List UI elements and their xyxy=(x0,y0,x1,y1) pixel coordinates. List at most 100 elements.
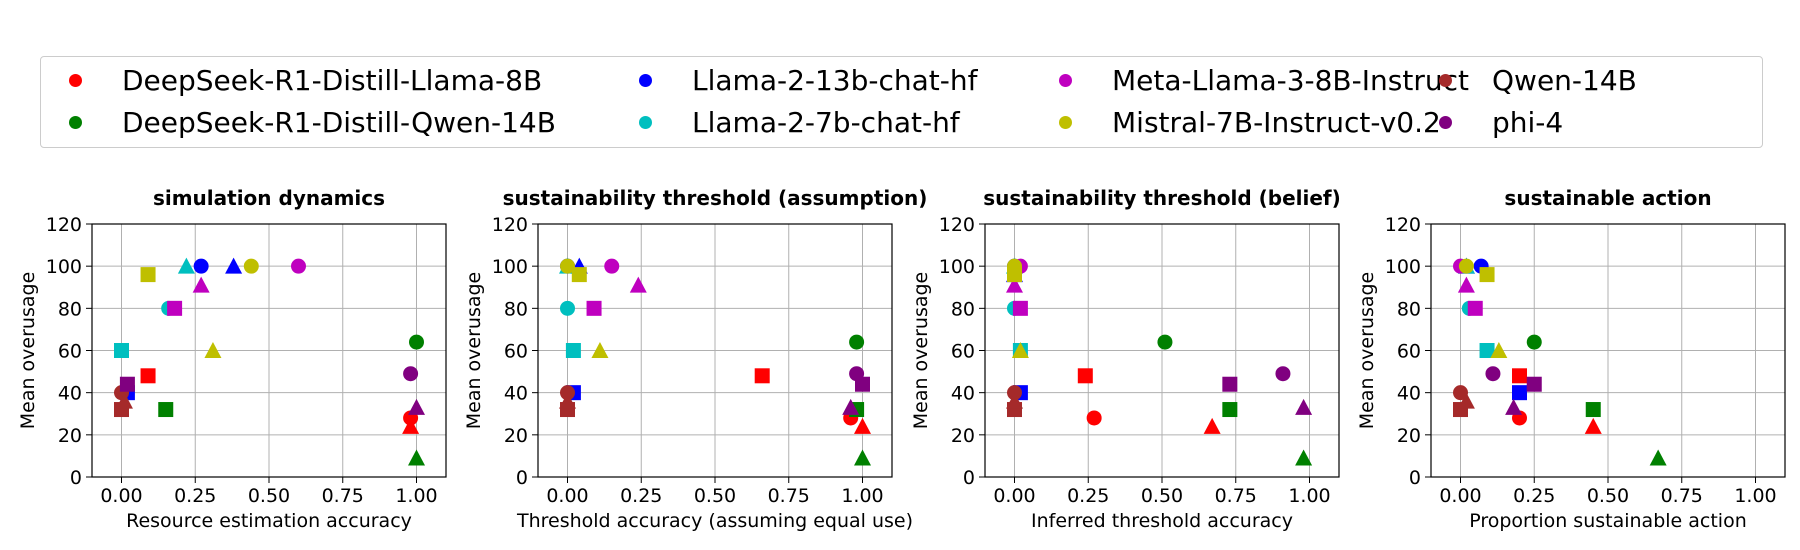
point-meta-llama-3-8b-instruct-triangle xyxy=(1457,276,1475,293)
point-mistral-7b-instruct-v0-2-square xyxy=(1479,267,1495,283)
legend-item-deepseek-r1-distill-qwen-14b: DeepSeek-R1-Distill-Qwen-14B xyxy=(69,102,556,142)
x-axis-label: Proportion sustainable action xyxy=(1469,510,1747,532)
point-deepseek-r1-distill-llama-8b-triangle xyxy=(402,417,420,434)
legend-label: DeepSeek-R1-Distill-Llama-8B xyxy=(122,63,543,97)
point-phi-4-square xyxy=(1222,376,1238,392)
legend-label: Meta-Llama-3-8B-Instruct xyxy=(1112,63,1469,97)
y-tick-label: 0 xyxy=(70,467,82,489)
y-tick-label: 20 xyxy=(1397,425,1421,447)
point-llama-2-7b-chat-hf-triangle xyxy=(177,257,195,274)
point-phi-4-square xyxy=(119,376,135,392)
x-tick-label: 0.00 xyxy=(1439,485,1481,507)
y-tick-label: 40 xyxy=(951,383,975,405)
y-tick-label: 20 xyxy=(504,425,528,447)
x-tick-label: 0.25 xyxy=(620,485,662,507)
point-meta-llama-3-8b-instruct-triangle xyxy=(1006,276,1023,293)
legend-marker xyxy=(1059,73,1072,87)
x-axis-label: Inferred threshold accuracy xyxy=(1031,510,1293,532)
point-deepseek-r1-distill-qwen-14b-square xyxy=(1585,402,1601,418)
y-tick-label: 40 xyxy=(1397,383,1421,405)
point-phi-4-circle xyxy=(1275,366,1291,382)
x-tick-label: 1.00 xyxy=(395,485,437,507)
point-deepseek-r1-distill-qwen-14b-triangle xyxy=(854,449,871,466)
x-tick-label: 0.50 xyxy=(248,485,290,507)
x-tick-label: 0.75 xyxy=(768,485,810,507)
x-tick-label: 0.75 xyxy=(1215,485,1257,507)
legend-marker xyxy=(1439,73,1452,87)
legend-label: phi-4 xyxy=(1492,105,1564,139)
point-deepseek-r1-distill-llama-8b-circle xyxy=(1086,410,1102,426)
y-axis-label: Mean overusage xyxy=(17,272,39,430)
y-tick-label: 0 xyxy=(963,467,975,489)
point-mistral-7b-instruct-v0-2-triangle xyxy=(591,342,609,358)
point-qwen-14b-triangle xyxy=(559,392,576,409)
point-meta-llama-3-8b-instruct-square xyxy=(1012,300,1028,316)
legend-item-meta-llama-3-8b-instruct: Meta-Llama-3-8B-Instruct xyxy=(1059,60,1469,100)
y-tick-label: 60 xyxy=(504,341,528,363)
legend-item-deepseek-r1-distill-llama-8b: DeepSeek-R1-Distill-Llama-8B xyxy=(69,60,542,100)
point-phi-4-triangle xyxy=(842,398,860,415)
point-meta-llama-3-8b-instruct-square xyxy=(1467,300,1483,316)
y-tick-label: 80 xyxy=(504,298,528,320)
point-mistral-7b-instruct-v0-2-triangle xyxy=(204,342,222,358)
legend-marker xyxy=(639,115,652,129)
x-tick-label: 1.00 xyxy=(841,485,883,507)
point-llama-2-7b-chat-hf-square xyxy=(565,343,581,358)
point-qwen-14b-triangle xyxy=(1457,392,1475,409)
legend-label: Llama-2-13b-chat-hf xyxy=(692,63,978,97)
legend-item-llama-2-7b-chat-hf: Llama-2-7b-chat-hf xyxy=(639,102,960,142)
chart-panel-sustainability-threshold-belief: 0.00 0.25 0.50 0.75 1.00 0 20 40 60 80 100 120 susta… xyxy=(910,186,1341,532)
y-tick-label: 20 xyxy=(951,425,975,447)
y-tick-label: 60 xyxy=(58,341,82,363)
x-tick-label: 0.00 xyxy=(546,485,588,507)
y-tick-label: 120 xyxy=(492,214,528,236)
point-phi-4-circle xyxy=(1485,366,1501,382)
point-meta-llama-3-8b-instruct-circle xyxy=(604,258,620,274)
y-tick-label: 100 xyxy=(1385,256,1421,278)
legend-marker xyxy=(69,73,82,87)
point-deepseek-r1-distill-qwen-14b-circle xyxy=(1526,334,1542,350)
point-llama-2-7b-chat-hf-square xyxy=(1479,343,1495,358)
y-tick-label: 0 xyxy=(516,467,528,489)
y-tick-label: 40 xyxy=(58,383,82,405)
point-deepseek-r1-distill-qwen-14b-square xyxy=(1222,402,1238,418)
point-phi-4-triangle xyxy=(1505,398,1523,415)
point-mistral-7b-instruct-v0-2-circle xyxy=(560,258,575,274)
point-mistral-7b-instruct-v0-2-triangle xyxy=(1490,342,1508,358)
y-tick-label: 100 xyxy=(492,256,528,278)
point-deepseek-r1-distill-qwen-14b-circle xyxy=(849,334,865,350)
point-phi-4-circle xyxy=(403,366,419,382)
point-phi-4-triangle xyxy=(1295,398,1313,415)
y-tick-label: 120 xyxy=(46,214,82,236)
x-tick-label: 0.50 xyxy=(1587,485,1629,507)
point-llama-2-13b-chat-hf-circle xyxy=(193,258,209,274)
point-deepseek-r1-distill-llama-8b-square xyxy=(140,368,156,384)
point-deepseek-r1-distill-llama-8b-triangle xyxy=(854,417,871,434)
point-llama-2-7b-chat-hf-circle xyxy=(560,300,575,316)
legend-label: Qwen-14B xyxy=(1492,63,1637,97)
legend-item-llama-2-13b-chat-hf: Llama-2-13b-chat-hf xyxy=(639,60,977,100)
point-deepseek-r1-distill-llama-8b-square xyxy=(754,368,770,384)
x-tick-label: 0.25 xyxy=(1067,485,1109,507)
point-deepseek-r1-distill-qwen-14b-triangle xyxy=(1649,449,1667,466)
legend-item-qwen-14b: Qwen-14B xyxy=(1439,60,1637,100)
chart-title: sustainability threshold (belief) xyxy=(983,186,1341,210)
y-tick-label: 60 xyxy=(951,341,975,363)
x-tick-label: 0.75 xyxy=(1661,485,1703,507)
point-meta-llama-3-8b-instruct-square xyxy=(167,300,183,316)
point-mistral-7b-instruct-v0-2-triangle xyxy=(1011,342,1029,358)
y-axis-label: Mean overusage xyxy=(910,272,932,430)
point-mistral-7b-instruct-v0-2-square xyxy=(1007,267,1022,283)
x-tick-label: 0.00 xyxy=(100,485,142,507)
y-tick-label: 100 xyxy=(939,256,975,278)
x-axis-label: Threshold accuracy (assuming equal use) xyxy=(516,510,913,532)
point-meta-llama-3-8b-instruct-triangle xyxy=(192,276,210,293)
point-phi-4-square xyxy=(1526,376,1542,392)
legend-marker xyxy=(69,115,82,129)
point-qwen-14b-triangle xyxy=(1006,392,1023,409)
y-tick-label: 80 xyxy=(1397,298,1421,320)
chart-title: sustainable action xyxy=(1504,186,1711,210)
point-deepseek-r1-distill-llama-8b-square xyxy=(1512,368,1527,384)
point-meta-llama-3-8b-instruct-circle xyxy=(291,258,306,274)
